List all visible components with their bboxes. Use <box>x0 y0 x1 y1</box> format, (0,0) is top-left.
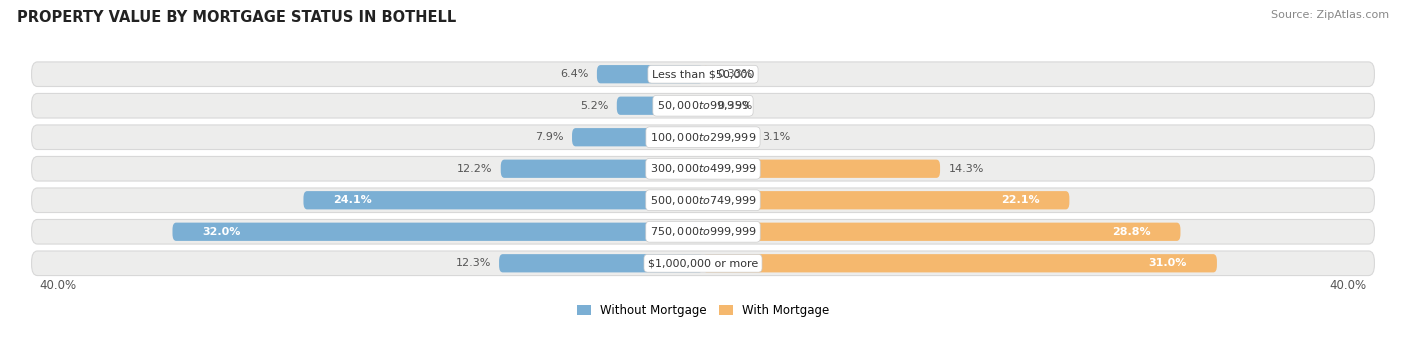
Text: 12.3%: 12.3% <box>456 258 491 268</box>
FancyBboxPatch shape <box>31 94 1375 118</box>
Text: $1,000,000 or more: $1,000,000 or more <box>648 258 758 268</box>
Text: 12.2%: 12.2% <box>457 164 492 174</box>
Text: 5.2%: 5.2% <box>581 101 609 111</box>
FancyBboxPatch shape <box>703 159 941 178</box>
FancyBboxPatch shape <box>499 254 703 272</box>
FancyBboxPatch shape <box>31 156 1375 181</box>
Text: 14.3%: 14.3% <box>949 164 984 174</box>
Text: $500,000 to $749,999: $500,000 to $749,999 <box>650 194 756 207</box>
FancyBboxPatch shape <box>31 188 1375 212</box>
Text: 40.0%: 40.0% <box>1329 279 1367 292</box>
Text: 31.0%: 31.0% <box>1149 258 1187 268</box>
FancyBboxPatch shape <box>703 223 1181 241</box>
FancyBboxPatch shape <box>572 128 703 146</box>
Text: Less than $50,000: Less than $50,000 <box>652 69 754 79</box>
FancyBboxPatch shape <box>703 191 1070 209</box>
Text: 7.9%: 7.9% <box>536 132 564 142</box>
Text: Source: ZipAtlas.com: Source: ZipAtlas.com <box>1271 10 1389 20</box>
FancyBboxPatch shape <box>31 251 1375 275</box>
Text: $50,000 to $99,999: $50,000 to $99,999 <box>657 99 749 112</box>
Text: 3.1%: 3.1% <box>762 132 792 142</box>
Text: 0.33%: 0.33% <box>717 69 752 79</box>
Legend: Without Mortgage, With Mortgage: Without Mortgage, With Mortgage <box>572 300 834 322</box>
Text: 40.0%: 40.0% <box>39 279 77 292</box>
Text: $750,000 to $999,999: $750,000 to $999,999 <box>650 225 756 238</box>
Text: 6.4%: 6.4% <box>560 69 589 79</box>
Text: $300,000 to $499,999: $300,000 to $499,999 <box>650 162 756 175</box>
FancyBboxPatch shape <box>617 97 703 115</box>
FancyBboxPatch shape <box>31 220 1375 244</box>
FancyBboxPatch shape <box>703 254 1218 272</box>
FancyBboxPatch shape <box>703 128 755 146</box>
FancyBboxPatch shape <box>31 125 1375 150</box>
FancyBboxPatch shape <box>304 191 703 209</box>
FancyBboxPatch shape <box>31 62 1375 86</box>
Text: 32.0%: 32.0% <box>202 227 240 237</box>
Text: $100,000 to $299,999: $100,000 to $299,999 <box>650 131 756 144</box>
Text: 24.1%: 24.1% <box>333 195 373 205</box>
FancyBboxPatch shape <box>501 159 703 178</box>
FancyBboxPatch shape <box>598 65 703 83</box>
FancyBboxPatch shape <box>703 65 709 83</box>
Text: 28.8%: 28.8% <box>1112 227 1150 237</box>
Text: PROPERTY VALUE BY MORTGAGE STATUS IN BOTHELL: PROPERTY VALUE BY MORTGAGE STATUS IN BOT… <box>17 10 456 25</box>
Text: 22.1%: 22.1% <box>1001 195 1039 205</box>
Text: 0.35%: 0.35% <box>717 101 752 111</box>
FancyBboxPatch shape <box>703 97 709 115</box>
FancyBboxPatch shape <box>173 223 703 241</box>
